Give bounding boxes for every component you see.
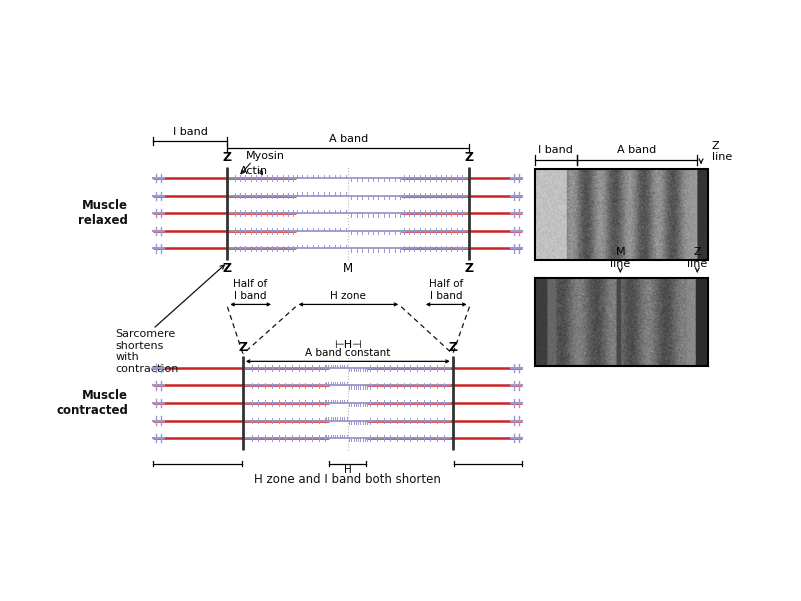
Text: Z: Z <box>465 151 474 164</box>
Text: Z: Z <box>223 262 232 275</box>
Text: Actin: Actin <box>239 166 268 176</box>
Text: Z: Z <box>465 262 474 275</box>
Text: Z: Z <box>449 341 457 354</box>
Text: Z: Z <box>223 151 232 164</box>
Text: Z
line: Z line <box>711 141 732 162</box>
Text: A band constant: A band constant <box>305 348 391 358</box>
Text: I band: I band <box>173 127 207 138</box>
Text: M: M <box>344 262 353 275</box>
Text: I band: I band <box>538 145 574 156</box>
Text: H zone and I band both shorten: H zone and I band both shorten <box>255 473 441 486</box>
Text: M
line: M line <box>610 247 630 269</box>
Text: Myosin: Myosin <box>246 151 285 161</box>
Text: Muscle
contracted: Muscle contracted <box>56 389 128 417</box>
Text: Z
line: Z line <box>687 247 707 269</box>
Text: A band: A band <box>328 134 368 144</box>
Text: Muscle
relaxed: Muscle relaxed <box>78 200 128 227</box>
Bar <box>535 278 709 366</box>
Text: A band: A band <box>618 145 657 156</box>
Text: ⊢H⊣: ⊢H⊣ <box>334 340 362 350</box>
Text: Sarcomere
shortens
with
contraction: Sarcomere shortens with contraction <box>115 329 179 374</box>
Text: Half of
I band: Half of I band <box>233 279 268 300</box>
Text: H: H <box>344 465 352 475</box>
Text: Z: Z <box>239 341 248 354</box>
Text: Half of
I band: Half of I band <box>429 279 464 300</box>
Bar <box>535 169 709 260</box>
Text: H zone: H zone <box>331 291 366 300</box>
